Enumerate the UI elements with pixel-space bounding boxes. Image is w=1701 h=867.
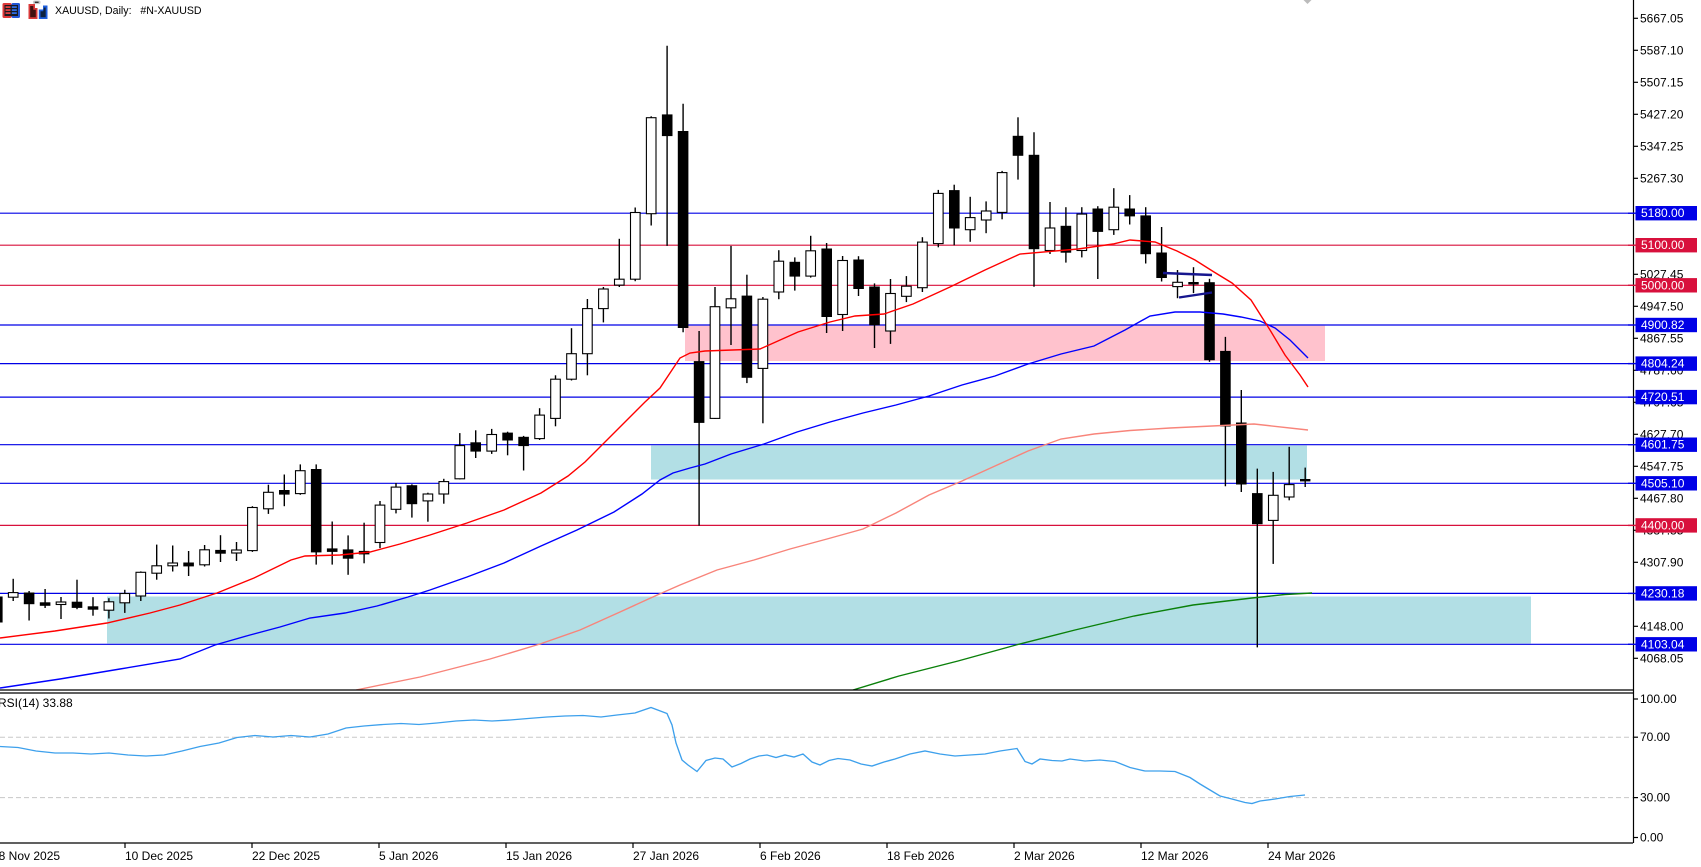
svg-text:4720.51: 4720.51 <box>1641 390 1685 404</box>
svg-text:0.00: 0.00 <box>1640 831 1664 845</box>
svg-text:5 Jan 2026: 5 Jan 2026 <box>379 849 439 863</box>
svg-text:5180.00: 5180.00 <box>1641 206 1685 220</box>
svg-text:10 Dec 2025: 10 Dec 2025 <box>125 849 193 863</box>
svg-text:30.00: 30.00 <box>1640 791 1670 805</box>
svg-text:15 Jan 2026: 15 Jan 2026 <box>506 849 572 863</box>
svg-text:27 Jan 2026: 27 Jan 2026 <box>633 849 699 863</box>
svg-text:28 Nov 2025: 28 Nov 2025 <box>0 849 60 863</box>
svg-text:22 Dec 2025: 22 Dec 2025 <box>252 849 320 863</box>
svg-text:5267.30: 5267.30 <box>1640 171 1684 185</box>
svg-text:4068.05: 4068.05 <box>1640 651 1684 665</box>
svg-text:4505.10: 4505.10 <box>1641 476 1685 490</box>
svg-text:6 Feb 2026: 6 Feb 2026 <box>760 849 821 863</box>
svg-text:24 Mar 2026: 24 Mar 2026 <box>1268 849 1336 863</box>
svg-text:5100.00: 5100.00 <box>1641 238 1685 252</box>
svg-text:70.00: 70.00 <box>1640 730 1670 744</box>
svg-text:4307.90: 4307.90 <box>1640 555 1684 569</box>
svg-text:5000.00: 5000.00 <box>1641 278 1685 292</box>
svg-text:4601.75: 4601.75 <box>1641 438 1685 452</box>
svg-text:4103.04: 4103.04 <box>1641 637 1685 651</box>
svg-text:4867.55: 4867.55 <box>1640 331 1684 345</box>
svg-text:12 Mar 2026: 12 Mar 2026 <box>1141 849 1209 863</box>
svg-text:4467.80: 4467.80 <box>1640 491 1684 505</box>
svg-text:5587.10: 5587.10 <box>1640 43 1684 57</box>
svg-text:4804.24: 4804.24 <box>1641 357 1685 371</box>
svg-text:18 Feb 2026: 18 Feb 2026 <box>887 849 955 863</box>
svg-text:5347.25: 5347.25 <box>1640 139 1684 153</box>
svg-text:5667.05: 5667.05 <box>1640 11 1684 25</box>
svg-text:5027.45: 5027.45 <box>1640 267 1684 281</box>
svg-text:4900.82: 4900.82 <box>1641 318 1685 332</box>
svg-text:100.00: 100.00 <box>1640 692 1677 706</box>
svg-text:2 Mar 2026: 2 Mar 2026 <box>1014 849 1075 863</box>
svg-text:4547.75: 4547.75 <box>1640 459 1684 473</box>
svg-text:4400.00: 4400.00 <box>1641 518 1685 532</box>
svg-text:4947.50: 4947.50 <box>1640 299 1684 313</box>
svg-text:5507.15: 5507.15 <box>1640 75 1684 89</box>
svg-text:XAUUSD, Daily: #N-XAUUSD: XAUUSD, Daily: #N-XAUUSD <box>55 5 202 17</box>
svg-text:4230.18: 4230.18 <box>1641 586 1685 600</box>
svg-text:4148.00: 4148.00 <box>1640 619 1684 633</box>
svg-text:RSI(14) 33.88: RSI(14) 33.88 <box>0 696 73 710</box>
svg-text:5427.20: 5427.20 <box>1640 107 1684 121</box>
